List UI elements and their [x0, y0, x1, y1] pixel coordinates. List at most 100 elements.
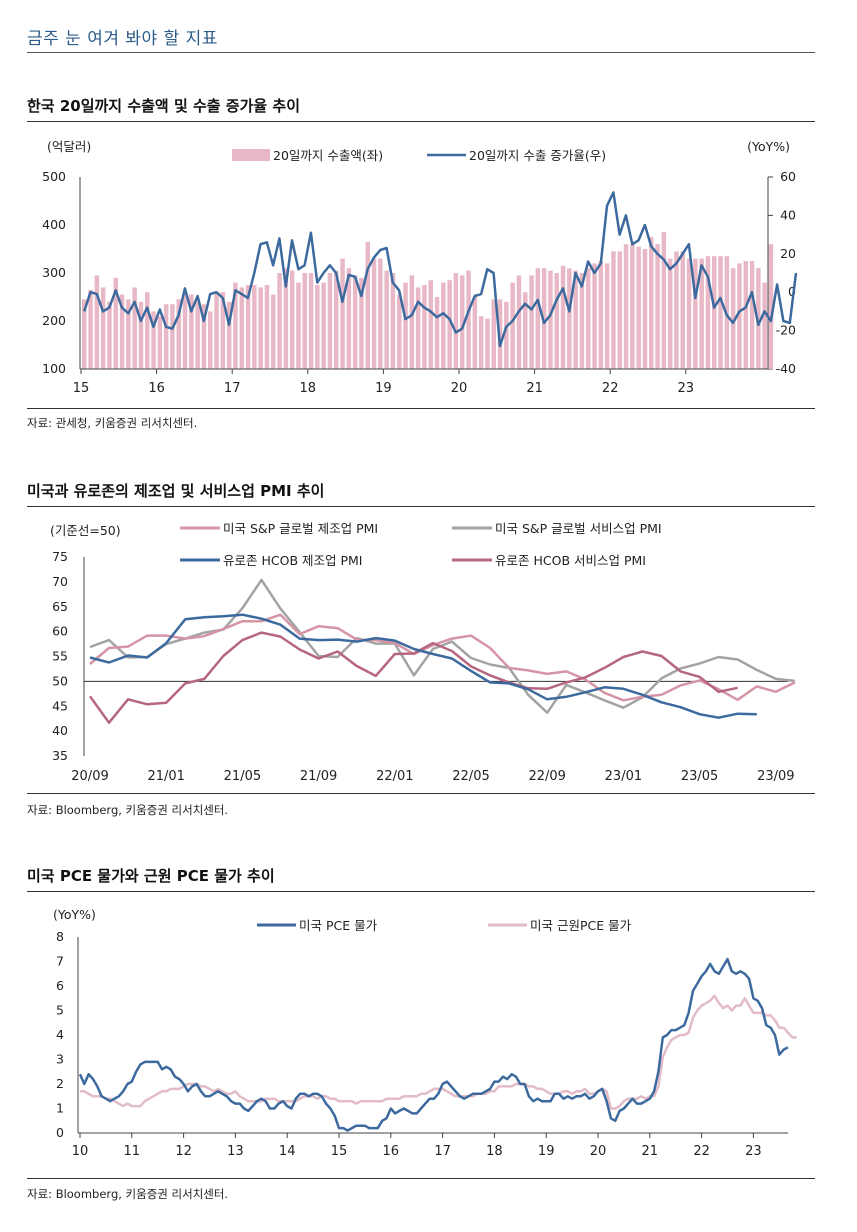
chart-1-x-tick-label: 18: [300, 381, 317, 396]
export-bar: [113, 277, 118, 369]
export-bar: [82, 299, 87, 369]
export-bar: [409, 275, 415, 369]
export-bar: [592, 263, 597, 369]
chart-1-legend-bar-label: 20일까지 수출액(좌): [273, 148, 383, 163]
export-bar: [686, 258, 692, 369]
export-bar: [346, 268, 352, 369]
export-bar: [258, 287, 263, 369]
export-bar: [434, 297, 440, 369]
chart-3-x-tick-label: 23: [745, 1144, 762, 1159]
export-bar: [327, 273, 333, 369]
chart-3-legend-pce-label: 미국 PCE 물가: [299, 918, 378, 933]
export-bar: [422, 285, 427, 369]
chart-1-left-tick-label: 500: [42, 169, 66, 184]
chart-1-x-tick-label: 19: [375, 381, 392, 396]
export-bar: [466, 270, 471, 369]
export-bar: [554, 273, 559, 369]
chart-3-title: 미국 PCE 물가와 근원 PCE 물가 추이: [27, 867, 275, 885]
chart-3-left-unit: (YoY%): [53, 907, 96, 922]
export-bar: [182, 294, 188, 369]
export-bar: [598, 261, 604, 369]
chart-2-top-rule: [27, 506, 815, 507]
chart-2-x-tick-label: 22/05: [452, 769, 489, 784]
chart-1-x-tick-label: 23: [678, 381, 695, 396]
chart-2-x-tick-label: 20/09: [71, 769, 108, 784]
export-bar: [712, 256, 717, 369]
chart-1-right-tick-label: -40: [776, 361, 796, 376]
chart-1-left-tick-label: 200: [42, 313, 66, 328]
chart-1-export: (억달러) (YoY%) 20일까지 수출액(좌) 20일까지 수출 증가율(우) 10…: [42, 139, 798, 396]
chart-2-bottom-rule: [27, 793, 815, 794]
export-bar: [441, 282, 446, 369]
export-bar: [567, 268, 572, 369]
export-bar: [189, 294, 194, 369]
export-bar: [630, 244, 635, 369]
export-bar: [573, 270, 578, 369]
chart-2-x-tick-label: 21/09: [300, 769, 337, 784]
export-bar: [749, 261, 755, 369]
export-bar: [491, 299, 496, 369]
chart-2-y-tick-label: 75: [52, 549, 68, 564]
export-bar: [157, 316, 163, 369]
chart-1-legend-bar-swatch: [232, 149, 270, 161]
export-bar: [699, 258, 704, 369]
chart-3-x-tick-label: 12: [175, 1144, 192, 1159]
export-bar: [214, 292, 219, 369]
chart-2-y-tick-label: 35: [52, 748, 68, 763]
chart-2-title: 미국과 유로존의 제조업 및 서비스업 PMI 추이: [27, 482, 325, 500]
export-bar: [176, 299, 181, 369]
chart-3-y-tick-label: 5: [56, 1003, 64, 1018]
pce-line: [78, 957, 789, 1132]
export-bar: [636, 246, 641, 369]
chart-3-y-tick-label: 3: [56, 1052, 64, 1067]
chart-2-left-unit: (기준선=50): [50, 523, 121, 538]
export-bar: [315, 285, 320, 369]
export-bar: [693, 258, 698, 369]
export-bar: [359, 277, 364, 369]
chart-3-x-tick-label: 15: [331, 1144, 348, 1159]
export-bar: [340, 258, 345, 369]
export-bar: [321, 282, 326, 369]
export-bar: [302, 273, 307, 369]
export-bar: [447, 280, 452, 369]
export-bar: [100, 287, 106, 369]
export-bar: [680, 251, 685, 369]
export-bar: [378, 258, 383, 369]
chart-2-y-tick-label: 60: [52, 624, 68, 639]
euro-manufacturing-pmi-line: [89, 613, 757, 719]
chart-2-x-tick-label: 21/01: [147, 769, 184, 784]
chart-3-source: 자료: Bloomberg, 키움증권 리서치센터.: [27, 1187, 229, 1201]
export-bar: [334, 270, 339, 369]
export-bar: [705, 256, 711, 369]
export-growth-line: [83, 191, 798, 348]
export-bar: [504, 301, 509, 369]
chart-2-y-tick-label: 55: [52, 649, 68, 664]
export-bar: [107, 301, 112, 369]
chart-3-x-tick-label: 22: [693, 1144, 710, 1159]
chart-1-x-tick-label: 22: [602, 381, 619, 396]
chart-1-title: 한국 20일까지 수출액 및 수출 증가율 추이: [27, 97, 301, 115]
export-bar: [674, 251, 679, 369]
chart-1-x-tick-label: 20: [451, 381, 468, 396]
export-bar: [541, 268, 547, 369]
chart-3-top-rule: [27, 891, 815, 892]
title-divider: [27, 52, 815, 53]
export-bar: [233, 282, 238, 369]
chart-2-legend-label: 유로존 HCOB 서비스업 PMI: [495, 553, 646, 568]
export-bar: [617, 251, 622, 369]
export-bar: [485, 318, 490, 369]
export-bar: [667, 258, 673, 369]
chart-3-y-tick-label: 7: [56, 954, 64, 969]
export-bar: [365, 241, 370, 369]
chart-1-right-tick-label: 0: [788, 284, 796, 299]
chart-1-left-tick-label: 100: [42, 361, 66, 376]
chart-1-source: 자료: 관세청, 키움증권 리서치센터.: [27, 416, 198, 430]
chart-2-y-tick-label: 70: [52, 574, 68, 589]
export-bar: [195, 301, 200, 369]
export-bar: [611, 251, 616, 369]
export-bar: [277, 273, 282, 369]
export-bar: [718, 256, 723, 369]
chart-2-x-tick-label: 22/01: [376, 769, 413, 784]
export-bar: [239, 287, 244, 369]
